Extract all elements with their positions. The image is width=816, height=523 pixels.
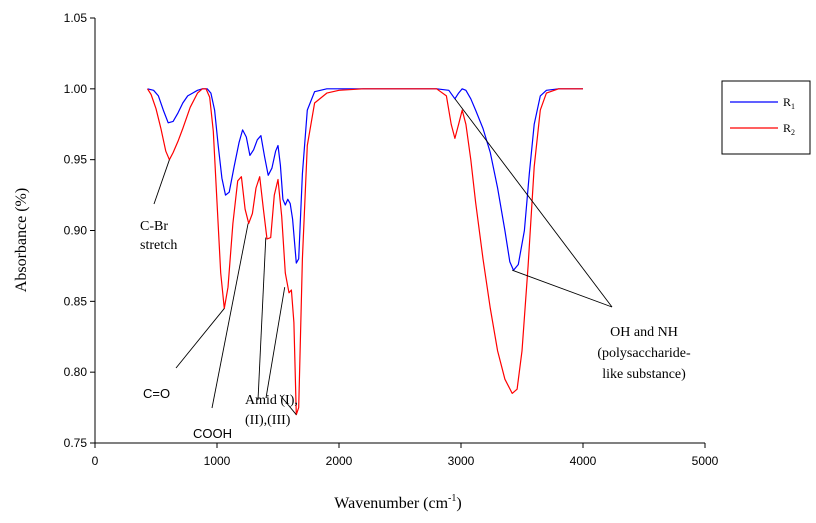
annotation-cooh-leader-2 xyxy=(257,237,267,401)
annotation-cooh-text: COOH xyxy=(193,426,232,441)
y-tick-label: 0.80 xyxy=(64,365,88,379)
annotation-c-br-leader xyxy=(153,159,170,205)
legend-label-r1: R1 xyxy=(783,95,795,111)
annotation-c-o-text: C=O xyxy=(143,386,170,401)
x-tick-label: 4000 xyxy=(570,454,597,468)
annotation-amid-leader-2 xyxy=(279,394,297,415)
legend-box xyxy=(721,80,811,155)
annotation-oh-nh-leader-2 xyxy=(454,98,613,308)
x-axis-title-end: ) xyxy=(456,495,461,512)
y-tick-label: 0.85 xyxy=(64,294,88,308)
series-group xyxy=(146,88,583,416)
annotation-oh-nh-text: (polysaccharide- xyxy=(597,346,691,361)
series-line-r2 xyxy=(146,88,583,416)
annotation-c-o-leader xyxy=(175,308,225,369)
x-tick-label: 2000 xyxy=(326,454,353,468)
y-tick-label: 0.95 xyxy=(64,153,88,167)
annotation-oh-nh-leader-1 xyxy=(512,269,613,308)
annotation-oh-nh-text: like substance) xyxy=(602,367,686,382)
annotation-amid-text: Amid (I), xyxy=(245,393,298,408)
x-tick-label: 1000 xyxy=(204,454,231,468)
legend: R1 R2 xyxy=(721,80,811,155)
axes-group: 0.75 0.80 0.85 0.90 0.95 1.00 1.05 0 1000 2000 300… xyxy=(64,11,719,468)
y-tick-label: 1.05 xyxy=(64,11,88,25)
annotation-cooh-leader-1 xyxy=(211,223,249,409)
annotation-c-br-text: stretch xyxy=(140,238,177,253)
y-tick-label: 0.90 xyxy=(64,224,88,238)
annotation-c-br-text: C-Br xyxy=(140,219,168,234)
x-tick-label: 3000 xyxy=(448,454,475,468)
x-axis-title-sup: -1 xyxy=(448,493,456,504)
annotation-amid-text: (II),(III) xyxy=(245,413,291,428)
annotation-amid-leader-1 xyxy=(265,287,286,399)
series-line-r1 xyxy=(147,88,583,271)
x-tick-label: 0 xyxy=(92,454,99,468)
legend-label-r2: R2 xyxy=(783,121,795,137)
annotation-oh-nh-text: OH and NH xyxy=(610,325,678,340)
annotations-group: C-Br stretch C=O COOH Amid (I), (II),(III) OH … xyxy=(140,98,691,441)
y-axis-title: Absorbance (%) xyxy=(13,188,30,292)
x-axis-title: Wavenumber (cm-1) xyxy=(334,493,461,512)
x-axis-title-main: Wavenumber (cm xyxy=(334,495,448,512)
y-tick-label: 1.00 xyxy=(64,82,88,96)
x-tick-label: 5000 xyxy=(692,454,719,468)
y-tick-label: 0.75 xyxy=(64,436,88,450)
